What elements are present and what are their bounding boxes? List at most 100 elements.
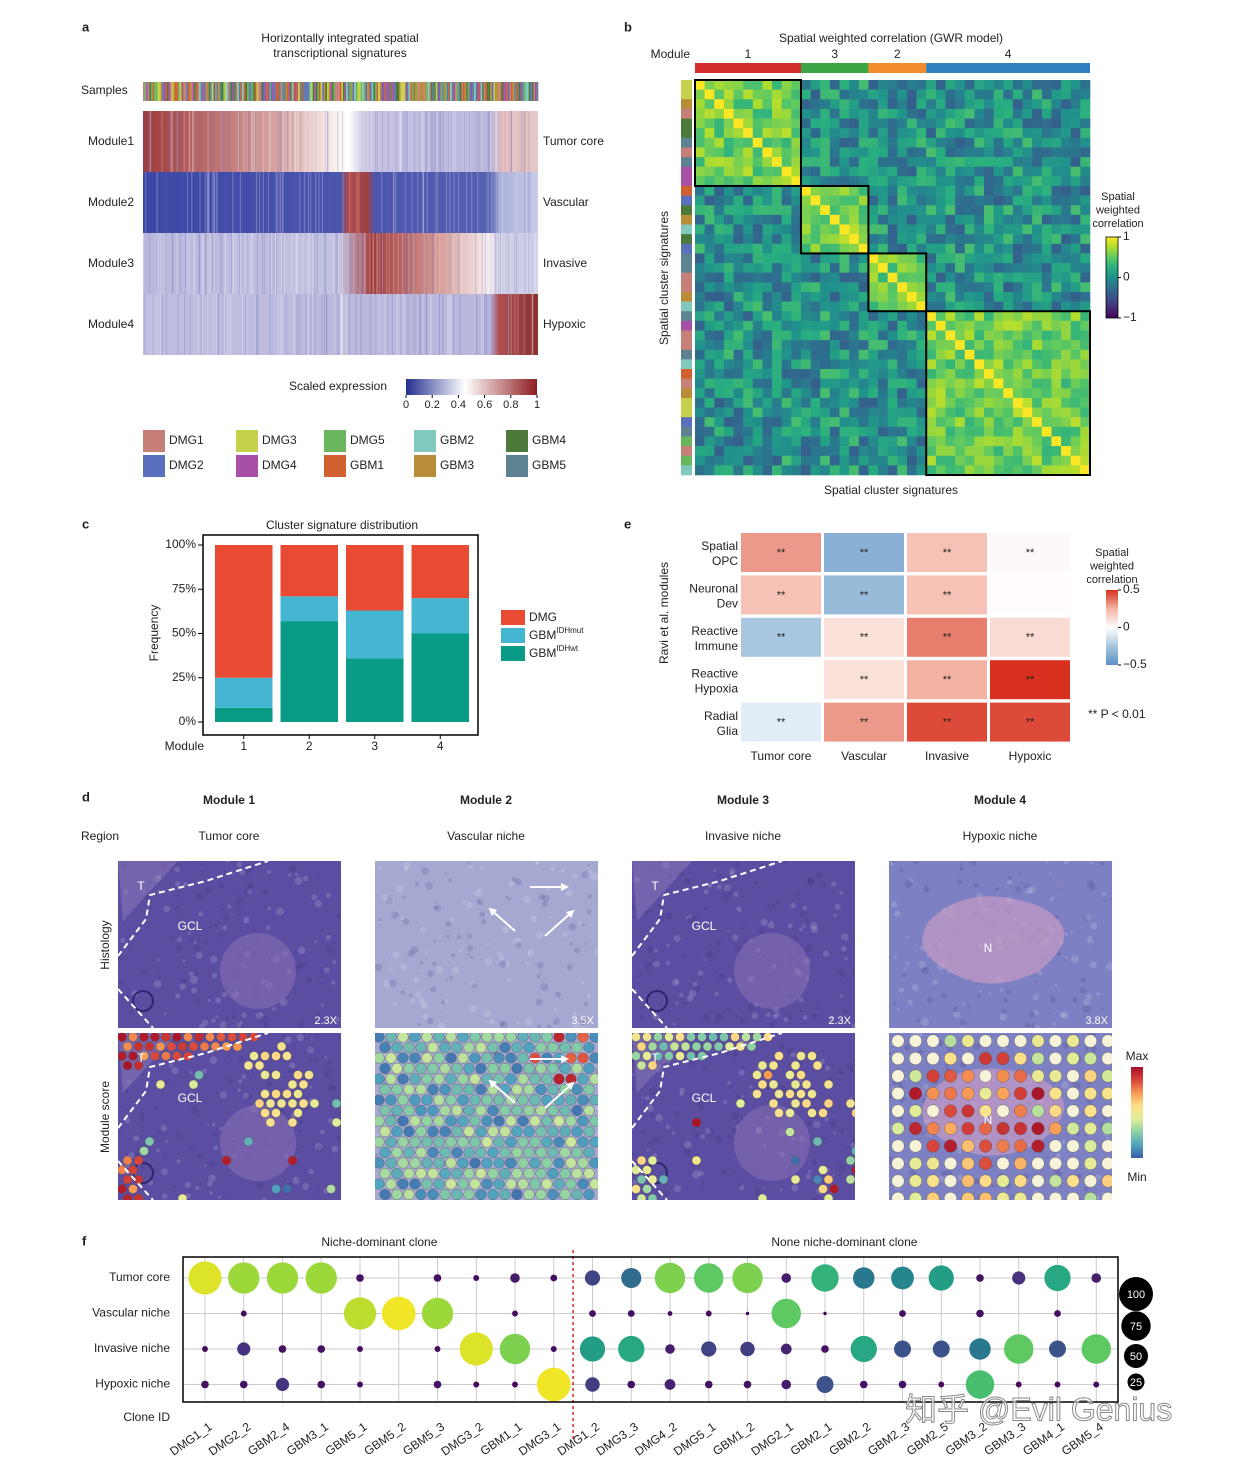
heatmap-cell bbox=[945, 349, 956, 360]
heatmap-cell bbox=[868, 99, 879, 110]
row-label: Samples bbox=[81, 83, 128, 97]
sample-stripe bbox=[224, 82, 227, 101]
heatmap-cell bbox=[858, 282, 869, 293]
module-bar bbox=[868, 63, 927, 73]
score-spot bbox=[790, 1174, 801, 1185]
heatmap-stripe bbox=[241, 294, 243, 355]
heatmap-cell bbox=[849, 272, 860, 283]
heatmap-cell bbox=[849, 185, 860, 196]
heatmap-stripe bbox=[512, 111, 514, 172]
tissue-speckle bbox=[538, 972, 542, 975]
heatmap-cell bbox=[1051, 80, 1062, 90]
sample-stripe bbox=[175, 82, 177, 101]
tissue-speckle bbox=[536, 961, 544, 969]
tissue-speckle bbox=[909, 1169, 917, 1177]
heatmap-cell bbox=[916, 301, 927, 312]
score-spot bbox=[583, 1188, 595, 1200]
heatmap-cell bbox=[878, 455, 888, 466]
heatmap-cell bbox=[733, 455, 744, 466]
heatmap-cell bbox=[868, 349, 879, 360]
heatmap-cell bbox=[1051, 147, 1062, 158]
tissue-speckle bbox=[548, 916, 552, 920]
heatmap-cell bbox=[945, 205, 956, 216]
tissue-speckle bbox=[798, 997, 804, 1003]
x-tick-label: DMG3_1 bbox=[516, 1419, 564, 1458]
tissue-speckle bbox=[476, 898, 481, 903]
heatmap-cell bbox=[926, 301, 937, 312]
heatmap-stripe bbox=[430, 294, 432, 355]
score-spot bbox=[589, 1073, 598, 1085]
heatmap-stripe bbox=[475, 233, 477, 294]
score-spot bbox=[427, 1146, 439, 1158]
tissue-speckle bbox=[534, 861, 540, 866]
sample-stripe bbox=[503, 82, 505, 101]
heatmap-cell bbox=[1070, 118, 1081, 129]
tissue-image bbox=[118, 861, 341, 1028]
tissue-speckle bbox=[903, 967, 906, 971]
score-spot bbox=[535, 1062, 547, 1074]
heatmap-cell bbox=[1003, 417, 1014, 428]
tissue-speckle bbox=[1045, 861, 1049, 864]
heatmap-cell bbox=[964, 128, 975, 139]
heatmap-cell bbox=[1003, 224, 1014, 235]
tissue-speckle bbox=[174, 866, 180, 873]
score-spot bbox=[1031, 1121, 1045, 1135]
y-tick-label: 75% bbox=[172, 581, 196, 595]
heatmap-stripe bbox=[206, 172, 208, 233]
x-tick-label: GBM3_1 bbox=[284, 1419, 331, 1458]
heatmap-cell bbox=[916, 340, 927, 351]
heatmap-cell bbox=[1070, 263, 1081, 273]
heatmap-stripe bbox=[227, 294, 229, 355]
tissue-image bbox=[889, 861, 1112, 1028]
sample-stripe bbox=[178, 82, 180, 101]
heatmap-cell bbox=[897, 205, 908, 216]
tissue-speckle bbox=[516, 1021, 520, 1025]
tissue-speckle bbox=[799, 910, 806, 917]
heatmap-cell bbox=[1012, 224, 1023, 235]
heatmap-cell bbox=[695, 118, 705, 129]
heatmap-cell bbox=[945, 446, 956, 457]
heatmap-cell bbox=[849, 128, 860, 139]
heatmap-cell bbox=[897, 426, 908, 437]
heatmap-cell bbox=[906, 253, 917, 264]
magnification: 3.5X bbox=[571, 1015, 594, 1027]
tissue-structure bbox=[220, 1105, 296, 1181]
score-spot bbox=[944, 1104, 958, 1118]
heatmap-cell bbox=[955, 417, 966, 428]
tissue-speckle bbox=[480, 918, 487, 925]
sample-stripe bbox=[213, 82, 216, 101]
tissue-speckle bbox=[782, 861, 787, 865]
tissue-speckle bbox=[157, 958, 161, 962]
heatmap-stripe bbox=[262, 172, 264, 233]
tissue-speckle bbox=[923, 886, 930, 893]
side-strip bbox=[681, 157, 692, 168]
tissue-speckle bbox=[445, 871, 448, 875]
sample-stripe bbox=[325, 82, 328, 101]
heatmap-cell bbox=[1022, 234, 1033, 245]
heatmap-cell bbox=[781, 417, 792, 428]
heatmap-cell bbox=[1022, 137, 1033, 148]
sample-stripe bbox=[293, 82, 296, 101]
score-spot bbox=[439, 1167, 451, 1179]
heatmap-cell bbox=[964, 340, 975, 351]
tissue-speckle bbox=[157, 974, 162, 978]
legend-swatch bbox=[501, 610, 525, 625]
heatmap-cell bbox=[926, 465, 937, 476]
tissue-speckle bbox=[1049, 1012, 1052, 1016]
tissue-speckle bbox=[1091, 1046, 1097, 1053]
heatmap-cell bbox=[752, 137, 763, 148]
legend-label: DMG2 bbox=[169, 458, 204, 472]
heatmap-stripe bbox=[460, 233, 462, 294]
tissue-speckle bbox=[202, 1068, 207, 1074]
score-spot bbox=[996, 1069, 1010, 1083]
tissue-speckle bbox=[459, 949, 463, 953]
heatmap-cell bbox=[704, 426, 715, 437]
heatmap-stripe bbox=[251, 111, 253, 172]
heatmap-cell bbox=[772, 80, 783, 90]
tissue-speckle bbox=[765, 1012, 771, 1018]
tissue-speckle bbox=[120, 937, 126, 943]
score-spot bbox=[415, 1083, 427, 1095]
heatmap-cell bbox=[906, 185, 917, 196]
heatmap-cell bbox=[1051, 455, 1062, 466]
heatmap-cell bbox=[974, 465, 985, 476]
